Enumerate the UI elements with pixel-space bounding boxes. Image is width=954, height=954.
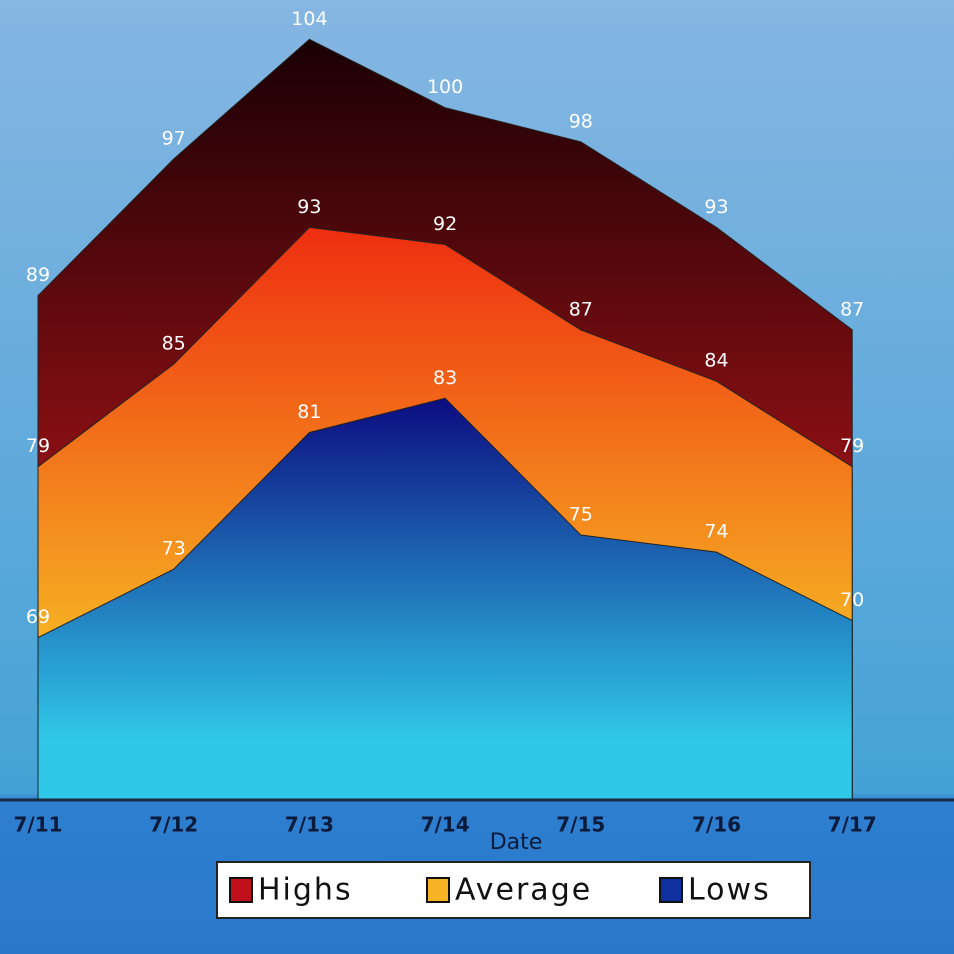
data-label: 92 [433,213,457,235]
data-label: 87 [840,298,864,320]
x-tick-label: 7/14 [421,813,470,837]
x-tick-label: 7/13 [285,813,334,837]
x-tick-label: 7/11 [13,813,62,837]
data-label: 70 [840,589,864,611]
data-label: 83 [433,367,457,389]
data-label: 75 [569,504,593,526]
data-label: 84 [704,350,728,372]
data-label: 100 [427,76,463,98]
legend-swatch [659,877,683,903]
data-label: 93 [704,196,728,218]
x-tick-label: 7/15 [556,813,605,837]
data-label: 85 [162,333,186,355]
legend-swatch [426,877,450,903]
data-label: 97 [162,127,186,149]
data-label: 74 [704,521,728,543]
legend-label: Average [455,873,592,908]
legend-swatch [229,877,253,903]
data-label: 73 [162,538,186,560]
data-label: 81 [297,401,321,423]
x-tick-label: 7/17 [828,813,877,837]
data-label: 87 [569,298,593,320]
data-label: 79 [840,435,864,457]
legend-label: Lows [688,873,771,908]
data-label: 98 [569,110,593,132]
plot-area: 89 97 104 100 98 93 87 79 85 93 92 87 84 79 69 73 81 83 75… [26,8,864,801]
data-label: 104 [291,8,327,30]
legend [216,861,811,919]
legend-label: Highs [258,873,353,908]
data-label: 69 [26,606,50,628]
data-label: 93 [297,196,321,218]
x-tick-label: 7/16 [692,813,741,837]
data-label: 89 [26,264,50,286]
legend-items: Highs Average Lows [229,873,771,908]
data-label: 79 [26,435,50,457]
x-tick-label: 7/12 [149,813,198,837]
area [37,397,853,801]
x-axis-title: Date [490,830,543,855]
